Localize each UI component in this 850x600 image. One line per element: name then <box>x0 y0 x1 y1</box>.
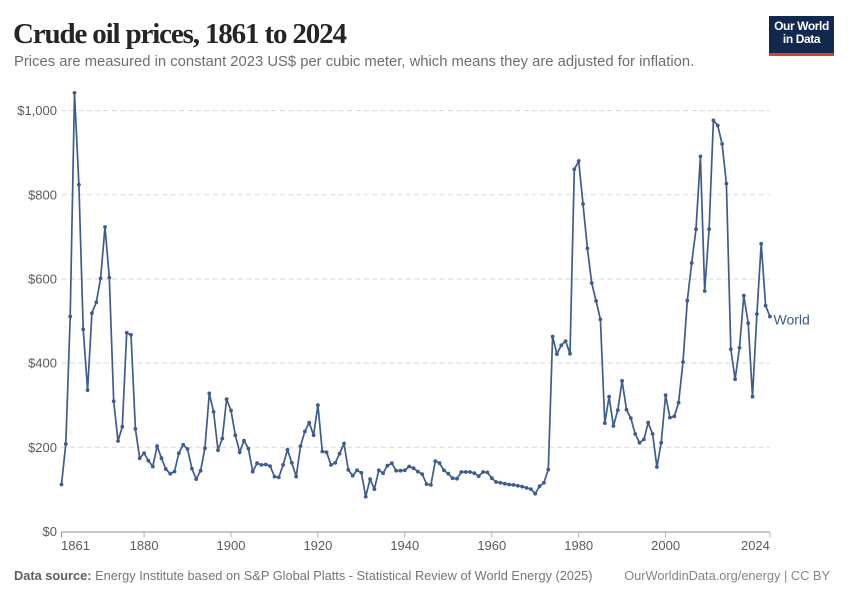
svg-text:1920: 1920 <box>303 538 332 553</box>
svg-text:1861: 1861 <box>61 538 90 553</box>
svg-text:$400: $400 <box>28 356 57 371</box>
svg-text:$200: $200 <box>28 440 57 455</box>
svg-text:$1,000: $1,000 <box>17 103 57 118</box>
svg-text:1880: 1880 <box>130 538 159 553</box>
svg-text:$600: $600 <box>28 272 57 287</box>
svg-text:1940: 1940 <box>390 538 419 553</box>
svg-text:2024: 2024 <box>741 538 770 553</box>
svg-text:$0: $0 <box>43 524 57 539</box>
svg-text:2000: 2000 <box>651 538 680 553</box>
svg-text:1960: 1960 <box>477 538 506 553</box>
svg-text:World: World <box>774 312 810 328</box>
svg-text:1900: 1900 <box>217 538 246 553</box>
svg-text:1980: 1980 <box>564 538 593 553</box>
svg-text:$800: $800 <box>28 187 57 202</box>
